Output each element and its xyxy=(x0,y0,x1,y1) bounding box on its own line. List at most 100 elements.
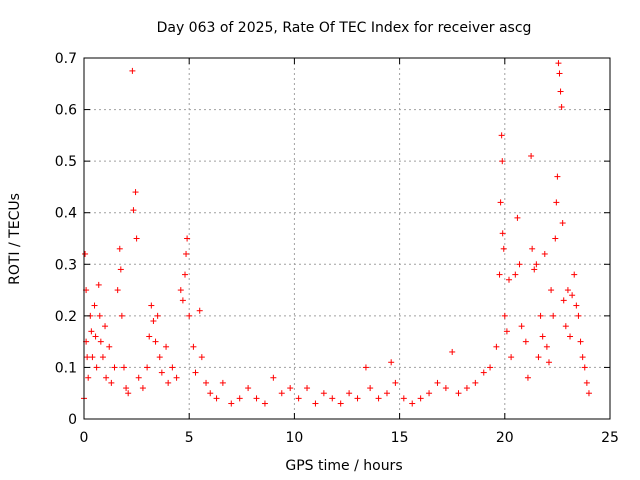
data-point xyxy=(449,348,456,355)
data-point xyxy=(556,70,563,77)
data-point xyxy=(148,302,155,309)
data-point xyxy=(581,364,588,371)
data-point xyxy=(179,297,186,304)
data-point xyxy=(499,158,506,165)
data-point xyxy=(132,189,139,196)
data-point xyxy=(409,400,416,407)
data-point xyxy=(139,385,146,392)
data-point xyxy=(558,103,565,110)
data-point xyxy=(417,395,424,402)
data-point xyxy=(497,199,504,206)
data-point xyxy=(354,395,361,402)
data-point xyxy=(165,379,172,386)
data-point xyxy=(85,374,92,381)
data-point xyxy=(506,276,513,283)
data-point xyxy=(524,374,531,381)
data-point xyxy=(564,287,571,294)
data-point xyxy=(337,400,344,407)
data-point xyxy=(569,292,576,299)
data-point xyxy=(577,338,584,345)
data-point xyxy=(125,390,132,397)
data-point xyxy=(173,374,180,381)
data-point xyxy=(129,67,136,74)
grid xyxy=(84,58,610,419)
data-point xyxy=(253,395,260,402)
data-point xyxy=(329,395,336,402)
data-point xyxy=(228,400,235,407)
data-point xyxy=(186,312,193,319)
data-point xyxy=(501,312,508,319)
x-tick-label: 15 xyxy=(391,430,409,446)
x-axis-title: GPS time / hours xyxy=(285,458,402,474)
data-point xyxy=(388,359,395,366)
data-point xyxy=(144,364,151,371)
data-point xyxy=(146,333,153,340)
data-point xyxy=(320,390,327,397)
data-point xyxy=(434,379,441,386)
data-point xyxy=(579,354,586,361)
data-point xyxy=(518,323,525,330)
data-point xyxy=(553,199,560,206)
x-tick-label: 25 xyxy=(601,430,619,446)
data-point xyxy=(203,379,210,386)
y-tick-label: 0.6 xyxy=(55,103,77,119)
data-point xyxy=(177,287,184,294)
data-point xyxy=(552,235,559,242)
data-point xyxy=(528,152,535,159)
data-point xyxy=(493,343,500,350)
data-point xyxy=(88,328,95,335)
data-point xyxy=(213,395,220,402)
data-point xyxy=(154,312,161,319)
data-point xyxy=(89,354,96,361)
data-point xyxy=(184,235,191,242)
data-point xyxy=(503,328,510,335)
data-point xyxy=(545,359,552,366)
data-point xyxy=(118,312,125,319)
y-tick-label: 0.4 xyxy=(55,206,77,222)
data-point xyxy=(480,369,487,376)
data-point xyxy=(539,333,546,340)
data-point xyxy=(236,395,243,402)
data-point xyxy=(550,312,557,319)
x-tick-label: 20 xyxy=(496,430,514,446)
data-point xyxy=(463,385,470,392)
y-axis-title: ROTI / TECUs xyxy=(7,193,23,285)
data-point xyxy=(557,88,564,95)
data-point xyxy=(84,354,91,361)
data-point xyxy=(111,364,118,371)
y-tick-label: 0.5 xyxy=(55,154,77,170)
data-point xyxy=(529,245,536,252)
data-point xyxy=(508,354,515,361)
data-point xyxy=(537,312,544,319)
data-point xyxy=(585,390,592,397)
data-point xyxy=(219,379,226,386)
data-point xyxy=(531,266,538,273)
data-point xyxy=(158,369,165,376)
data-point xyxy=(304,385,311,392)
y-tick-label: 0 xyxy=(68,412,77,428)
data-point xyxy=(99,354,106,361)
data-point xyxy=(287,385,294,392)
data-point xyxy=(567,333,574,340)
data-point xyxy=(245,385,252,392)
data-point xyxy=(312,400,319,407)
data-point xyxy=(103,374,110,381)
y-tick-label: 0.3 xyxy=(55,257,77,273)
data-point xyxy=(108,379,115,386)
data-point xyxy=(442,385,449,392)
data-point xyxy=(400,395,407,402)
data-point xyxy=(183,250,190,257)
data-point xyxy=(554,173,561,180)
data-point xyxy=(150,318,157,325)
data-point xyxy=(362,364,369,371)
data-point xyxy=(512,271,519,278)
data-point xyxy=(192,369,199,376)
data-point xyxy=(367,385,374,392)
chart-title: Day 063 of 2025, Rate Of TEC Index for r… xyxy=(157,20,532,36)
data-point xyxy=(455,390,462,397)
data-point xyxy=(487,364,494,371)
axis-ticks: 0 5 10 15 20 25 0 0.1 0.2 0.3 0.4 0.5 0.6 0.7 xyxy=(55,51,619,446)
data-point xyxy=(102,323,109,330)
x-tick-label: 10 xyxy=(285,430,303,446)
data-point xyxy=(575,312,582,319)
